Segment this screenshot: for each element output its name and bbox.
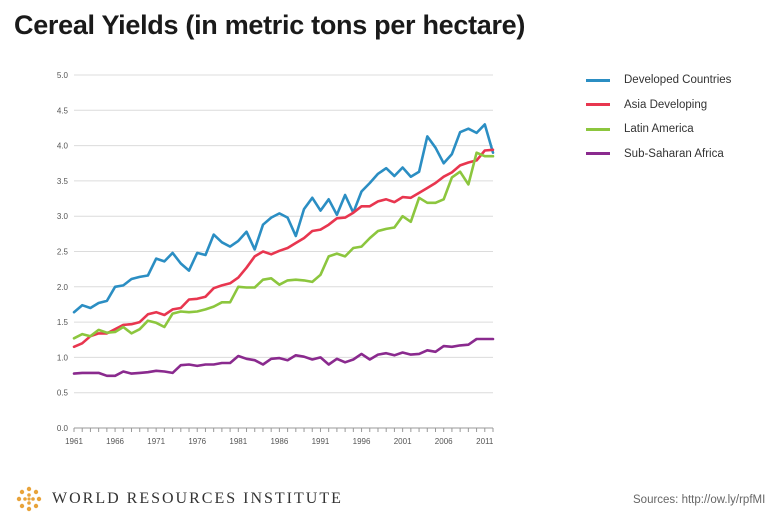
series-line-latin-america xyxy=(72,151,495,340)
legend-label: Latin America xyxy=(624,123,694,136)
legend-label: Developed Countries xyxy=(624,74,732,87)
series-line-sub-saharan-africa xyxy=(72,337,495,378)
x-tick-label: 1986 xyxy=(270,437,288,446)
source-link[interactable]: Sources: http://ow.ly/rpfMI xyxy=(633,494,766,506)
y-tick-label: 0.5 xyxy=(57,389,69,398)
x-tick-label: 1976 xyxy=(188,437,206,446)
chart-legend: Developed Countries Asia Developing Latin … xyxy=(586,68,731,166)
legend-item: Latin America xyxy=(586,117,731,142)
y-tick-label: 4.0 xyxy=(57,142,69,151)
legend-swatch xyxy=(586,152,610,156)
y-tick-label: 2.5 xyxy=(57,248,69,257)
series-line-developed-countries xyxy=(72,123,495,314)
org-logo: WORLD RESOURCES INSTITUTE xyxy=(16,486,343,512)
legend-item: Asia Developing xyxy=(586,93,731,118)
x-tick-label: 1966 xyxy=(106,437,124,446)
legend-swatch xyxy=(586,127,610,131)
y-tick-label: 2.0 xyxy=(57,283,69,292)
x-tick-label: 1971 xyxy=(147,437,165,446)
y-tick-label: 3.5 xyxy=(57,177,69,186)
x-tick-label: 2011 xyxy=(476,437,494,446)
x-tick-label: 1996 xyxy=(353,437,371,446)
x-tick-label: 1981 xyxy=(229,437,247,446)
legend-item: Developed Countries xyxy=(586,68,731,93)
legend-item: Sub-Saharan Africa xyxy=(586,142,731,167)
y-tick-label: 1.0 xyxy=(57,353,69,362)
legend-swatch xyxy=(586,78,610,82)
wri-logo-icon xyxy=(16,486,42,512)
legend-label: Sub-Saharan Africa xyxy=(624,147,724,160)
x-tick-label: 1961 xyxy=(65,437,83,446)
y-tick-label: 0.0 xyxy=(57,424,69,433)
y-tick-label: 3.0 xyxy=(57,212,69,221)
y-tick-label: 5.0 xyxy=(57,71,69,80)
x-tick-label: 2001 xyxy=(394,437,412,446)
y-tick-label: 1.5 xyxy=(57,318,69,327)
x-tick-label: 2006 xyxy=(435,437,453,446)
line-chart: 0.0 0.5 1.0 1.5 2.0 2.5 3.0 3.5 4.0 4.5 5.0 1961 196… xyxy=(57,71,495,446)
x-tick-label: 1991 xyxy=(312,437,330,446)
y-tick-label: 4.5 xyxy=(57,106,69,115)
chart-title: Cereal Yields (in metric tons per hectar… xyxy=(14,10,526,40)
series-line-asia-developing xyxy=(72,148,495,349)
legend-swatch xyxy=(586,103,610,107)
legend-label: Asia Developing xyxy=(624,98,708,111)
organization-name: WORLD RESOURCES INSTITUTE xyxy=(52,490,343,507)
